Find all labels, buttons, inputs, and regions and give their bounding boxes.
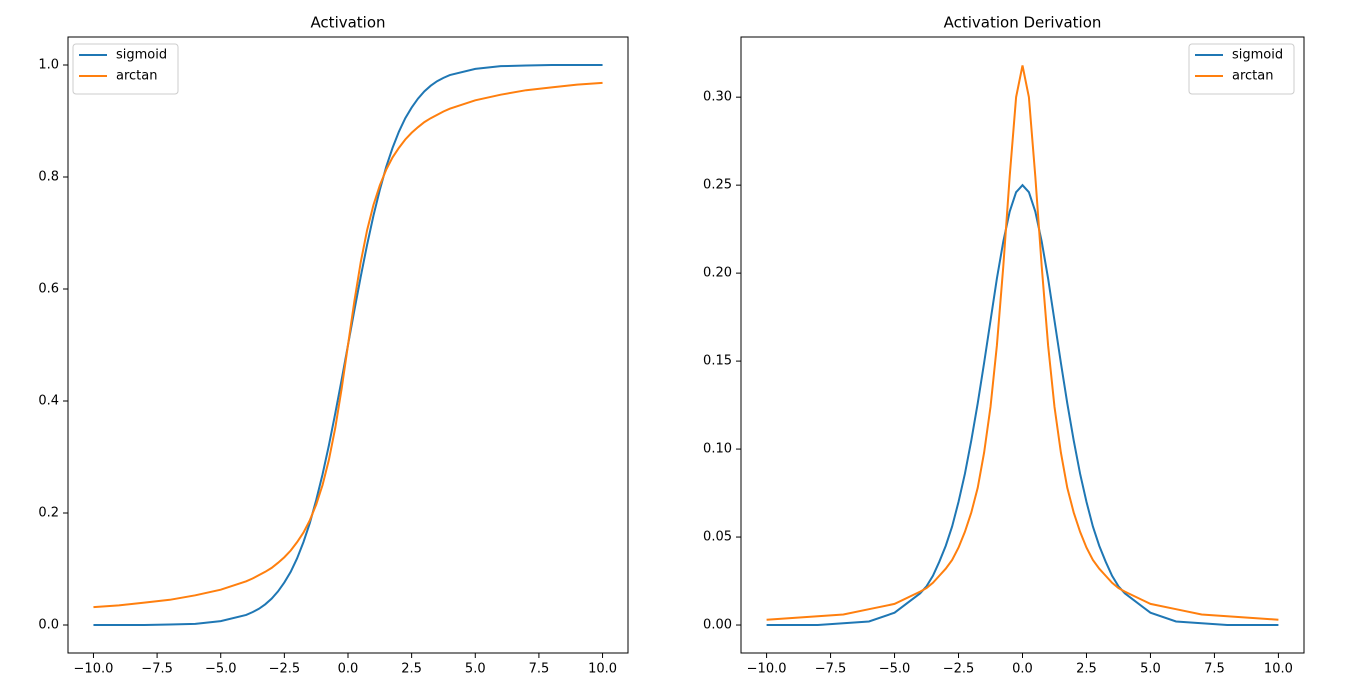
y-tick-label: 0.00 <box>703 618 732 633</box>
chart-title: Activation <box>310 14 385 32</box>
x-tick-label: 0.0 <box>1012 662 1033 677</box>
y-tick-label: 0.8 <box>38 170 59 185</box>
x-tick-label: −2.5 <box>269 662 301 677</box>
x-tick-label: 2.5 <box>1076 662 1097 677</box>
legend: sigmoid arctan <box>1188 43 1295 95</box>
y-tick-label: 0.30 <box>703 90 732 105</box>
legend-box <box>72 43 179 95</box>
y-tick-label: 0.4 <box>38 394 59 409</box>
line-series <box>766 65 1279 621</box>
line-series <box>93 81 603 609</box>
x-tick-label: −5.0 <box>205 662 237 677</box>
x-tick-label: 7.5 <box>529 662 550 677</box>
y-tick-label: 1.0 <box>38 58 59 73</box>
x-tick-label: 5.0 <box>1140 662 1161 677</box>
y-tick-label: 0.0 <box>38 618 59 633</box>
x-tick-label: −7.5 <box>815 662 847 677</box>
y-tick-label: 0.6 <box>38 282 59 297</box>
legend: sigmoid arctan <box>72 43 179 95</box>
axes-frame <box>740 36 1305 654</box>
x-tick-label: 2.5 <box>401 662 422 677</box>
y-tick-label: 0.05 <box>703 530 732 545</box>
x-tick-label: −5.0 <box>879 662 911 677</box>
legend-label: arctan <box>116 69 157 84</box>
legend-label: sigmoid <box>116 48 167 63</box>
line-series <box>766 183 1279 627</box>
y-tick-label: 0.2 <box>38 506 59 521</box>
x-tick-label: 7.5 <box>1204 662 1225 677</box>
x-tick-label: 10.0 <box>588 662 617 677</box>
y-tick-label: 0.15 <box>703 354 732 369</box>
x-tick-label: −10.0 <box>747 662 787 677</box>
x-tick-label: 10.0 <box>1264 662 1293 677</box>
y-tick-label: 0.20 <box>703 266 732 281</box>
chart-title: Activation Derivation <box>944 14 1102 32</box>
x-tick-label: −7.5 <box>141 662 173 677</box>
legend-box <box>1188 43 1295 95</box>
axes-frame <box>67 36 629 654</box>
x-tick-label: 5.0 <box>465 662 486 677</box>
x-tick-label: 0.0 <box>338 662 359 677</box>
x-tick-label: −2.5 <box>943 662 975 677</box>
x-tick-label: −10.0 <box>74 662 114 677</box>
y-tick-label: 0.10 <box>703 442 732 457</box>
y-tick-label: 0.25 <box>703 178 732 193</box>
legend-label: sigmoid <box>1232 48 1283 63</box>
legend-label: arctan <box>1232 69 1273 84</box>
